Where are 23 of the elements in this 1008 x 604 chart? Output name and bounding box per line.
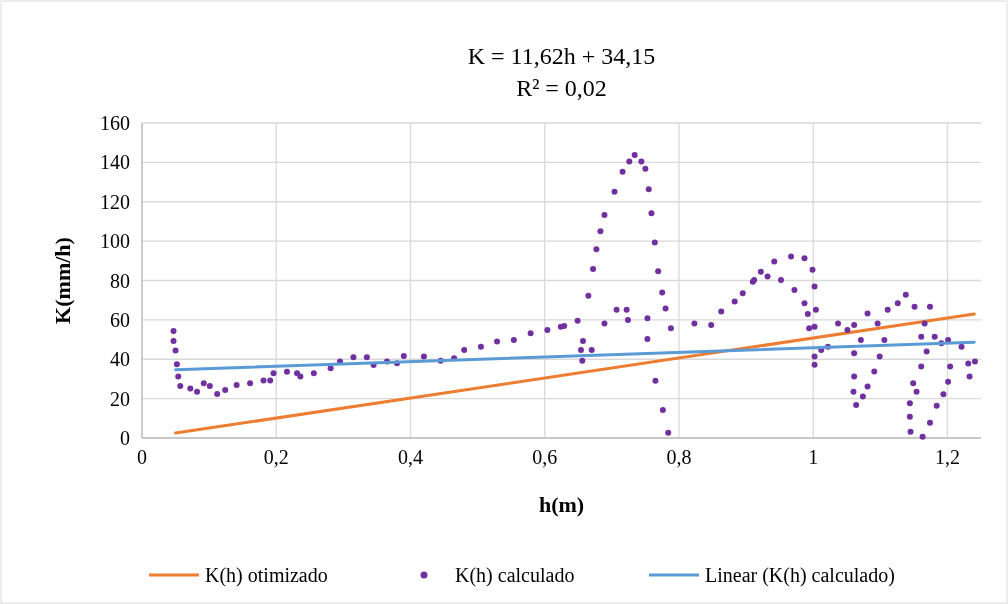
y-tick-label: 140 [100, 151, 130, 174]
legend-label: Linear (K(h) calculado) [705, 564, 895, 587]
y-tick-label: 160 [100, 112, 130, 134]
x-axis-title: h(m) [538, 492, 585, 517]
x-tick-label: 0,4 [397, 446, 423, 468]
chart-subtitle: R² = 0,02 [516, 75, 607, 101]
x-tick-label: 0,6 [532, 446, 558, 468]
y-tick-label: 40 [110, 348, 130, 371]
x-tick-label: 0,2 [263, 446, 289, 468]
x-tick-label: 0,8 [666, 446, 692, 468]
x-tick-label: 0 [137, 446, 147, 468]
y-tick-label: 120 [100, 190, 130, 213]
legend-label: K(h) calculado [455, 564, 575, 587]
x-tick-label: 1,2 [934, 446, 960, 468]
legend-label: K(h) otimizado [205, 564, 328, 587]
x-tick-label: 1 [808, 446, 819, 468]
chart-title: K = 11,62h + 34,15 [467, 43, 656, 69]
y-tick-label: 100 [100, 230, 130, 253]
y-axis-title: K(mm/h) [50, 237, 75, 324]
y-tick-label: 60 [110, 308, 130, 331]
y-tick-label: 0 [120, 427, 130, 449]
y-tick-label: 80 [110, 269, 130, 292]
y-tick-label: 20 [110, 387, 130, 410]
